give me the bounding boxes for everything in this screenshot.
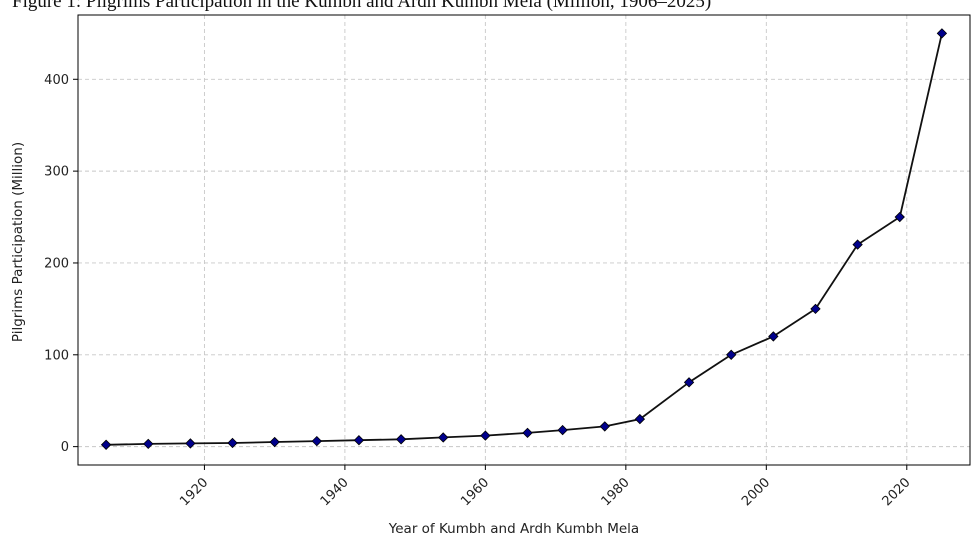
data-point-1966: [522, 427, 533, 439]
data-point-1954: [438, 432, 449, 443]
y-tick-label-400: 400: [44, 73, 69, 88]
data-point-1989: [683, 377, 695, 388]
data-point-2025: [936, 28, 948, 39]
y-tick-label-0: 0: [61, 440, 69, 455]
data-point-2001: [768, 331, 779, 342]
x-tick-label-1940: 1940: [318, 475, 352, 509]
series-line-0: [106, 33, 943, 446]
x-tick-label-1920: 1920: [177, 475, 211, 509]
x-axis-label: Year of Kumbh and Ardh Kumbh Mela: [388, 521, 639, 536]
data-point-1906: [100, 439, 112, 450]
grid: [78, 15, 970, 465]
y-tick-label-300: 300: [44, 165, 69, 180]
y-axis-label: Pilgrims Participation (Million): [10, 142, 26, 342]
x-tick-label-1980: 1980: [599, 475, 633, 509]
y-tick-label-200: 200: [44, 256, 69, 271]
data-point-1936: [311, 435, 322, 447]
plot-frame: [77, 14, 971, 466]
figure-caption: Figure 1: Pilgrims Participation in the …: [12, 0, 712, 12]
data-point-1924: [227, 437, 238, 449]
data-point-2007: [810, 303, 821, 315]
data-point-1982: [634, 413, 646, 425]
x-tick-label-2020: 2020: [880, 475, 914, 509]
data-points: [100, 28, 948, 450]
data-point-1977: [599, 421, 610, 432]
data-point-1942: [353, 435, 365, 446]
data-point-1971: [557, 424, 568, 436]
data-point-2019: [894, 211, 905, 223]
x-tick-label-1960: 1960: [458, 475, 492, 509]
y-tick-label-100: 100: [44, 348, 69, 363]
series-line-group: [106, 33, 943, 446]
data-point-1930: [269, 436, 280, 448]
data-point-2013: [852, 239, 863, 250]
data-point-1948: [395, 434, 407, 445]
data-point-1995: [726, 349, 737, 360]
data-point-1912: [143, 438, 154, 450]
data-point-1960: [480, 430, 491, 441]
x-tick-label-2000: 2000: [739, 475, 773, 509]
data-point-1918: [185, 438, 196, 449]
